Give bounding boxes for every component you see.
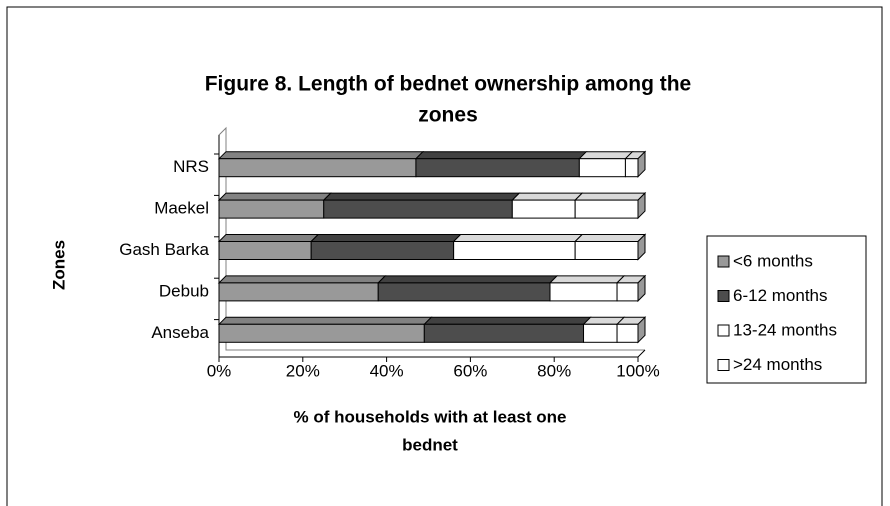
x-tick-label: 20% [286, 361, 320, 380]
legend-label: >24 months [733, 355, 822, 374]
bar [423, 323, 585, 343]
x-tick-label: 0% [207, 361, 232, 380]
y-tick-label: NRS [173, 157, 209, 176]
bar-side [637, 191, 646, 220]
bar-top [217, 192, 332, 201]
legend-swatch [717, 290, 730, 302]
y-axis-label: Zones [49, 240, 68, 290]
y-tick-label: Gash Barka [119, 240, 209, 259]
bar-side [637, 274, 646, 303]
y-tick-label: Anseba [151, 323, 209, 342]
bar-side [637, 316, 646, 344]
bar-top [217, 275, 387, 284]
bar-side [637, 233, 646, 261]
floor [219, 349, 646, 358]
bar [218, 282, 379, 302]
bar-top [309, 234, 462, 242]
chart-title: zones [418, 104, 478, 127]
legend-swatch [717, 359, 730, 371]
bar [218, 323, 425, 343]
bar [377, 282, 551, 302]
y-tick-label: Maekel [154, 199, 209, 218]
y-tick-label: Debub [159, 281, 209, 300]
legend-swatch [717, 255, 730, 268]
x-tick-label: 40% [370, 361, 404, 380]
legend-label: 13-24 months [733, 320, 837, 339]
bar [323, 199, 513, 219]
legend-swatch [717, 324, 730, 337]
bar [511, 199, 576, 219]
bar-top [377, 275, 559, 284]
x-tick-label: 100% [616, 361, 659, 380]
bar [310, 241, 455, 260]
bar-top [423, 316, 592, 325]
bar [415, 158, 580, 178]
bar [218, 241, 312, 260]
chart-title: Figure 8. Length of bednet ownership amo… [205, 73, 692, 96]
bar-top [217, 316, 433, 325]
bar [218, 199, 325, 219]
legend-label: 6-12 months [733, 286, 828, 305]
x-axis-label: % of households with at least one [294, 407, 567, 426]
bar-top [414, 151, 588, 160]
bar [578, 158, 626, 178]
legend-label: <6 months [733, 251, 813, 270]
bar [616, 282, 639, 302]
bar [453, 241, 576, 260]
bar-top [578, 151, 634, 160]
x-axis-label: bednet [402, 435, 458, 454]
bar-top [573, 234, 647, 242]
x-tick-label: 80% [537, 361, 571, 380]
frame [6, 6, 883, 506]
bar-top [548, 275, 626, 284]
bar [583, 323, 618, 343]
bar-top [217, 151, 425, 160]
bar-top [217, 234, 320, 242]
bar [616, 323, 639, 343]
legend [706, 235, 867, 384]
bar-top [573, 192, 647, 201]
bar-top [322, 192, 521, 201]
bar [574, 241, 639, 260]
bar [549, 282, 618, 302]
bar-top [452, 234, 584, 242]
bar [574, 199, 639, 219]
bar [218, 158, 417, 178]
bar-side [637, 150, 646, 178]
bar [624, 158, 639, 178]
bar-top [511, 192, 584, 201]
x-tick-label: 60% [453, 361, 487, 380]
